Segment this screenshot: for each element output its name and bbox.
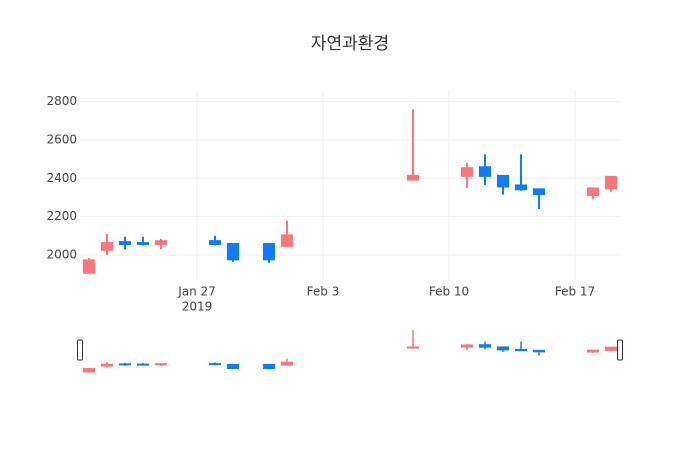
- candle-body: [460, 167, 474, 177]
- candle-body: [262, 243, 276, 261]
- y-tick-label: 2600: [46, 132, 77, 146]
- rangeslider-handle[interactable]: [617, 339, 623, 361]
- candle-body: [514, 184, 528, 191]
- rangeslider-candle-body: [478, 344, 492, 348]
- rangeslider-candle-body: [118, 363, 132, 366]
- candle-body: [406, 174, 420, 181]
- rangeslider-candle-body: [280, 361, 294, 366]
- rangeslider-candle-body: [532, 349, 546, 353]
- candle-body: [226, 243, 240, 261]
- rangeslider-candle-body: [406, 346, 420, 349]
- rangeslider-handle[interactable]: [77, 339, 83, 361]
- rangeslider-candle-body: [514, 348, 528, 352]
- y-tick-label: 2400: [46, 171, 77, 185]
- chart-title: 자연과환경: [311, 34, 389, 54]
- rangeslider-candle-body: [460, 344, 474, 348]
- x-tick-label: Feb 3: [307, 285, 340, 299]
- x-tick-label: Feb 17: [555, 285, 595, 299]
- y-tick-label: 2200: [46, 209, 77, 223]
- rangeslider-candle-body: [604, 346, 618, 351]
- x-tick-year: 2019: [182, 300, 213, 314]
- candle-body: [280, 234, 294, 247]
- rangeslider-candle-body: [226, 363, 240, 370]
- candle-body: [118, 241, 132, 245]
- x-tick-label: Jan 27: [177, 285, 216, 299]
- candle-body: [208, 240, 222, 245]
- rangeslider-candle-body: [262, 363, 276, 370]
- candle-body: [496, 174, 510, 188]
- candle-body: [154, 240, 168, 245]
- rangeslider-candle-body: [154, 363, 168, 366]
- rangeslider-candle-body: [136, 363, 150, 366]
- rangeslider-candle-body: [82, 368, 96, 373]
- y-tick-label: 2800: [46, 94, 77, 108]
- candle-body: [100, 242, 114, 251]
- candle-body: [604, 175, 618, 190]
- rangeslider-candle-body: [586, 349, 600, 353]
- rangeslider-candle-body: [100, 363, 114, 367]
- candle-body: [586, 187, 600, 197]
- y-tick-label: 2000: [46, 248, 77, 262]
- candle-body: [478, 166, 492, 177]
- rangeslider-candle-body: [208, 363, 222, 366]
- candle-body: [136, 242, 150, 245]
- rangeslider-candle-body: [496, 346, 510, 351]
- x-tick-label: Feb 10: [429, 285, 469, 299]
- candle-body: [532, 188, 546, 196]
- candle-body: [82, 259, 96, 274]
